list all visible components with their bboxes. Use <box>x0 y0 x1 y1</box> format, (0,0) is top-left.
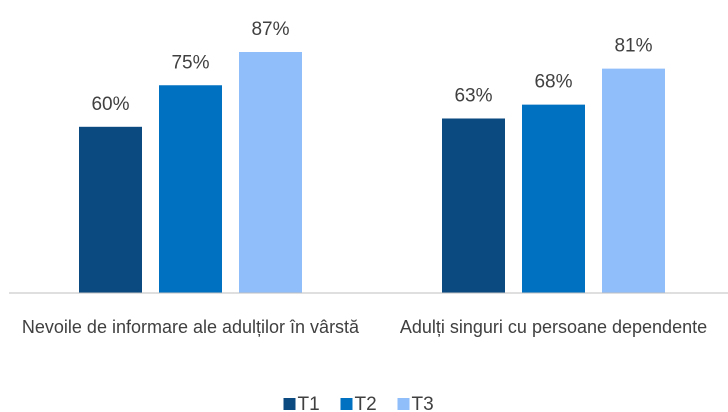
category-label-box: Adulți singuri cu persoane dependente <box>399 317 708 337</box>
value-label: 60% <box>91 94 129 115</box>
bar <box>522 104 585 293</box>
legend-label: T1 <box>298 394 320 412</box>
bar <box>79 126 142 293</box>
legend-label: T3 <box>412 394 434 412</box>
x-tick-label: Adulți singuri cu persoane dependente <box>399 317 708 337</box>
x-tick-label: Nevoile de informare ale adulților în vâ… <box>21 317 360 337</box>
legend-swatch <box>283 398 296 410</box>
category-label-box: Nevoile de informare ale adulților în vâ… <box>21 317 360 337</box>
value-label: 87% <box>251 19 289 40</box>
bar <box>239 52 302 294</box>
value-label: 81% <box>614 36 652 57</box>
bar <box>442 118 505 294</box>
legend-swatch <box>397 398 410 410</box>
legend-label: T2 <box>355 394 377 412</box>
value-label: 68% <box>534 72 572 93</box>
value-label: 75% <box>171 52 209 73</box>
value-label: 63% <box>454 86 492 107</box>
bar <box>159 85 222 293</box>
bar <box>602 68 665 293</box>
legend-swatch <box>340 398 353 410</box>
